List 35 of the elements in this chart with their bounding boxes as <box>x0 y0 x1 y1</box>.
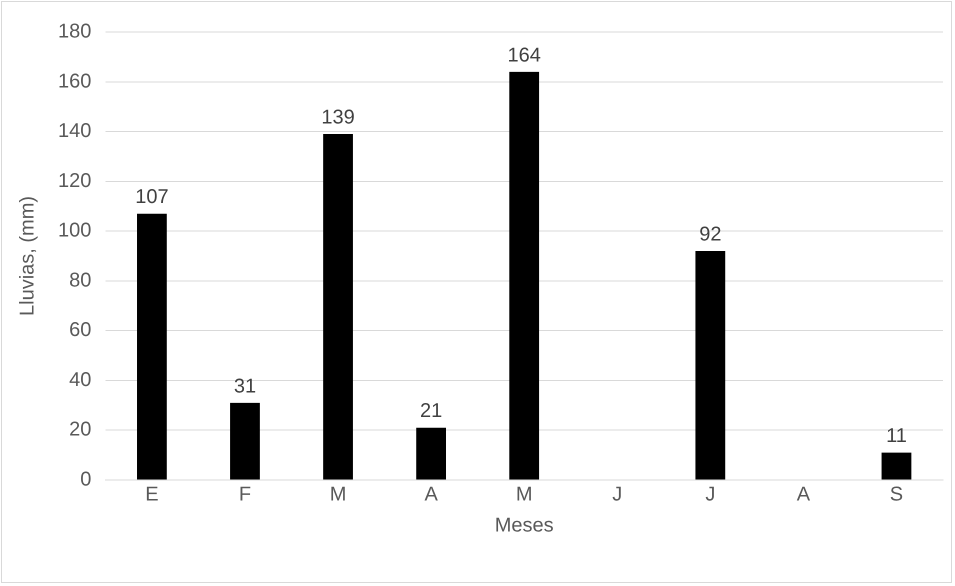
x-tick-label: A <box>796 484 811 506</box>
x-tick-label: E <box>145 484 159 506</box>
bar <box>137 214 167 480</box>
bar <box>230 402 260 480</box>
y-axis-title: Lluvias, (mm) <box>16 196 39 316</box>
data-label: 31 <box>234 375 256 398</box>
y-tick-label: 120 <box>58 170 92 192</box>
bar <box>323 134 353 480</box>
data-label: 92 <box>699 224 722 246</box>
bar <box>416 428 446 480</box>
y-tick-label: 100 <box>58 220 92 242</box>
y-tick-label: 0 <box>80 468 92 491</box>
x-tick-label: F <box>238 484 252 506</box>
x-tick-label: M <box>330 484 346 506</box>
x-axis-title: Meses <box>494 514 554 537</box>
bar <box>509 72 540 480</box>
x-tick-label: J <box>705 484 716 506</box>
data-label: 139 <box>321 106 355 129</box>
bar <box>882 452 912 480</box>
x-tick-label: A <box>424 484 438 506</box>
y-tick-label: 180 <box>58 20 92 43</box>
data-label: 107 <box>135 186 169 208</box>
y-tick-label: 40 <box>69 368 92 391</box>
y-tick-label: 60 <box>69 319 92 342</box>
y-tick-label: 160 <box>58 70 92 92</box>
y-tick-label: 80 <box>69 269 92 292</box>
data-label: 11 <box>886 425 907 448</box>
bar <box>695 251 726 480</box>
x-tick-label: M <box>516 484 533 506</box>
x-tick-label: S <box>890 484 904 506</box>
x-tick-label: J <box>612 484 622 506</box>
y-tick-label: 20 <box>69 418 92 441</box>
data-label: 164 <box>507 44 541 66</box>
y-tick-label: 140 <box>58 120 92 142</box>
data-label: 21 <box>420 400 442 422</box>
